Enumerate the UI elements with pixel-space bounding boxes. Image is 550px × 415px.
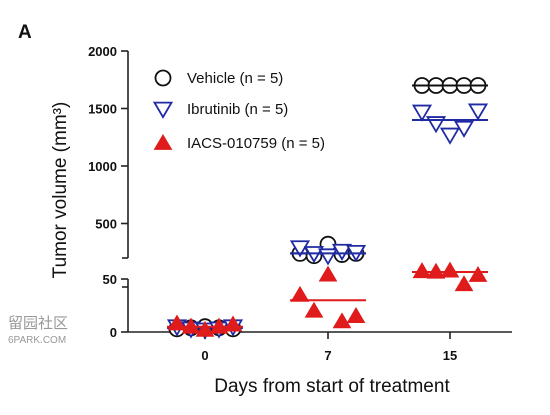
y-tick-label-1500: 1500 [88, 102, 117, 117]
data-point [411, 104, 433, 122]
series-iacs-010759 [167, 261, 488, 337]
watermark: 留园社区 6PARK.COM [8, 315, 68, 346]
data-point [332, 312, 352, 329]
data-point [426, 262, 446, 279]
legend-marker-1 [152, 101, 174, 119]
data-point [346, 307, 366, 323]
x-tick-label-7: 7 [324, 348, 331, 363]
y-axis-title: Tumor volume (mm³) [50, 102, 71, 279]
legend-marker-0 [154, 69, 172, 87]
y-tick-label-2000: 2000 [88, 44, 117, 59]
data-point [195, 320, 215, 337]
data-point [290, 285, 310, 302]
data-point [468, 265, 488, 282]
axes: 0 50 500 1000 1500 2000 0 7 15 [88, 44, 512, 363]
data-point [331, 243, 353, 261]
legend-label: Ibrutinib (n = 5) [187, 101, 288, 118]
x-tick-label-15: 15 [443, 348, 457, 363]
y-tick-label-500: 500 [95, 217, 117, 232]
data-marks [166, 77, 489, 340]
watermark-line1: 留园社区 [8, 315, 68, 332]
y-tick-label-1000: 1000 [88, 159, 117, 174]
y-tick-label-0: 0 [110, 325, 117, 340]
data-point [453, 120, 475, 138]
data-point [304, 301, 324, 318]
data-point [440, 261, 460, 278]
panel-label: A [18, 22, 32, 43]
legend-label: IACS-010759 (n = 5) [187, 135, 325, 152]
x-tick-label-0: 0 [201, 348, 208, 363]
data-point [318, 265, 338, 282]
legend-marker-2 [153, 133, 173, 150]
data-point [454, 275, 474, 292]
data-point [412, 262, 432, 279]
y-tick-label-50: 50 [103, 272, 117, 287]
legend-label: Vehicle (n = 5) [187, 70, 283, 87]
legend: Vehicle (n = 5) Ibrutinib (n = 5) IACS-010… [152, 69, 325, 152]
x-axis-title: Days from start of treatment [214, 376, 450, 397]
data-point [289, 240, 311, 258]
watermark-line2: 6PARK.COM [8, 335, 66, 346]
data-point [467, 103, 489, 121]
data-point [439, 127, 461, 145]
